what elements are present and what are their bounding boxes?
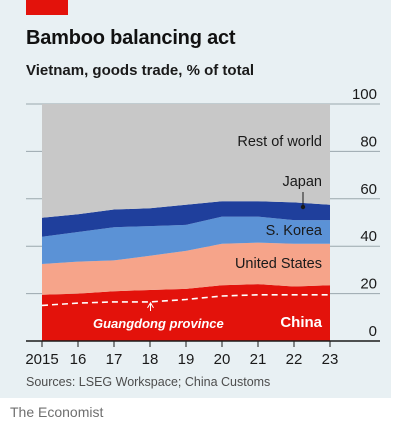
brand-credit: The Economist: [10, 404, 104, 420]
area-japan: [42, 201, 330, 237]
label-guangdong-province: Guangdong province: [93, 316, 224, 331]
x-tick-label-2015: 2015: [25, 351, 58, 368]
guangdong-dashed-line: [41, 294, 330, 307]
japan-pointer-dot: [300, 204, 306, 210]
y-tick-label-40: 40: [360, 228, 377, 245]
chart-subtitle: Vietnam, goods trade, % of total: [26, 62, 255, 79]
y-tick-label-60: 60: [360, 181, 377, 198]
y-tick-label-0: 0: [369, 323, 377, 340]
guangdong-arrowhead: [147, 301, 154, 309]
brand-red-bar: [26, 0, 68, 15]
x-tick-label-21: 21: [250, 351, 267, 368]
area-s-korea: [42, 216, 330, 264]
area-china: [42, 284, 330, 341]
label-rest-of-world: Rest of world: [237, 134, 322, 150]
area-united-states: [42, 242, 330, 295]
y-tick-label-100: 100: [352, 86, 377, 103]
x-tick-label-17: 17: [106, 351, 123, 368]
x-tick-label-18: 18: [142, 351, 159, 368]
area-rest-of-world: [42, 104, 330, 218]
label-japan: Japan: [282, 174, 322, 190]
label-china: China: [280, 314, 322, 331]
x-tick-label-23: 23: [322, 351, 339, 368]
label-s-korea: S. Korea: [266, 223, 323, 239]
x-tick-label-20: 20: [214, 351, 231, 368]
x-tick-label-16: 16: [70, 351, 87, 368]
y-tick-label-80: 80: [360, 133, 377, 150]
x-tick-label-22: 22: [286, 351, 303, 368]
source-note: Sources: LSEG Workspace; China Customs: [26, 375, 271, 389]
x-tick-label-19: 19: [178, 351, 195, 368]
y-tick-label-20: 20: [360, 276, 377, 293]
chart-title: Bamboo balancing act: [26, 27, 236, 49]
label-united-states: United States: [235, 256, 322, 272]
